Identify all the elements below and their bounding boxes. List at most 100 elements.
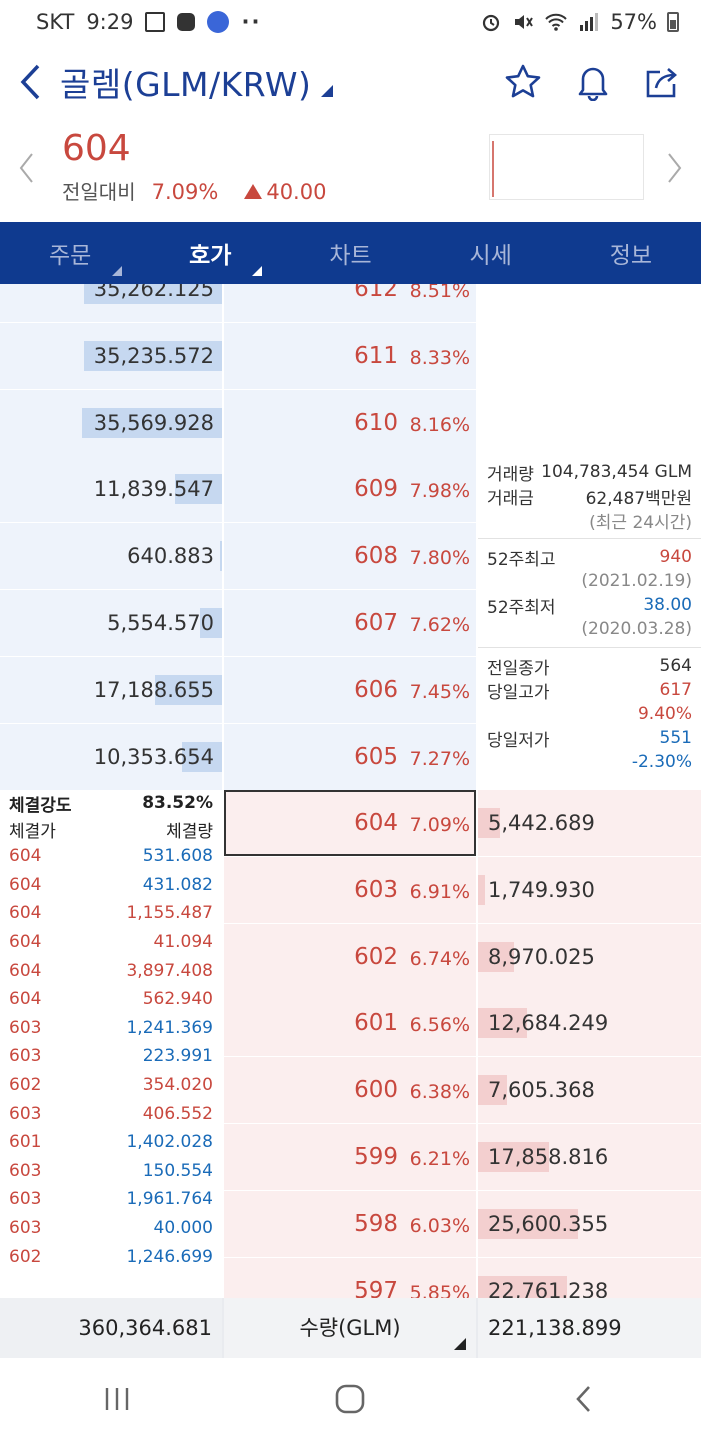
tab-orderbook-label: 호가 [189, 243, 232, 269]
coin-select-caret-icon[interactable] [321, 85, 334, 97]
trade-row: 604 3,897.408 [0, 956, 222, 985]
ask-percent: 7.98% [409, 480, 470, 503]
ask-percent: 8.51% [409, 284, 470, 302]
share-button[interactable] [643, 62, 683, 102]
ask-price-cell[interactable]: 608 7.80% [224, 523, 476, 590]
trade-price: 604 [9, 960, 42, 981]
ask-price-cell[interactable]: 611 8.33% [224, 322, 476, 389]
tab-info[interactable]: 정보 [561, 222, 701, 284]
day-high-percent: 9.40% [637, 704, 692, 724]
bid-row[interactable]: 600 6.38% 7,605.368 [0, 1057, 701, 1124]
bid-price: 602 [354, 943, 398, 970]
ask-row[interactable]: 5,554.570 607 7.62% [0, 590, 701, 656]
wifi-icon [545, 13, 568, 31]
bid-percent: 7.09% [409, 814, 470, 836]
trade-row: 603 150.554 [0, 1157, 222, 1186]
battery-icon [667, 12, 679, 32]
trade-list[interactable]: 체결강도 83.52% 체결가 체결량 604 531.608 604 431.082 60… [0, 790, 222, 1298]
bid-row[interactable]: 604 7.09% 5,442.689 [0, 790, 701, 856]
ask-qty: 35,235.572 [93, 343, 214, 368]
day-high-label: 당일고가 [487, 682, 550, 703]
trade-qty: 40.000 [153, 1218, 213, 1239]
bid-price: 601 [354, 1010, 398, 1037]
orderbook-footer: 360,364.681 수량(GLM) 221,138.899 [0, 1298, 701, 1358]
bid-price-cell[interactable]: 603 6.91% [224, 856, 476, 923]
mini-chart[interactable] [489, 134, 644, 200]
bid-row[interactable]: 598 6.03% 25,600.355 [0, 1190, 701, 1257]
trade-price: 603 [9, 1189, 42, 1210]
ask-row[interactable]: 11,839.547 609 7.98% [0, 456, 701, 523]
ask-price-cell[interactable]: 606 7.45% [224, 656, 476, 723]
trade-qty: 406.552 [142, 1103, 213, 1124]
bid-qty: 1,749.930 [488, 877, 595, 902]
more-notifications-icon: ·· [241, 10, 262, 34]
trade-price: 601 [9, 1132, 42, 1153]
ask-price-cell[interactable]: 607 7.62% [224, 590, 476, 656]
ask-qty-cell: 35,262.125 [0, 284, 222, 322]
amount-value: 62,487백만원 [585, 488, 692, 509]
current-price-cell[interactable]: 604 7.09% [224, 790, 476, 856]
low52-value: 38.00 [643, 595, 692, 615]
ask-price-cell[interactable]: 610 8.16% [224, 389, 476, 456]
ask-row[interactable]: 35,235.572 611 8.33% [0, 322, 701, 389]
coin-title[interactable]: 골렘(GLM/KRW) [60, 65, 312, 104]
tab-market[interactable]: 시세 [421, 222, 561, 284]
trade-row: 601 1,402.028 [0, 1128, 222, 1157]
ask-price-cell[interactable]: 612 8.51% [224, 284, 476, 322]
tab-orderbook[interactable]: 호가 [140, 222, 280, 284]
trade-row: 602 1,246.699 [0, 1242, 222, 1271]
ask-row[interactable]: 640.883 608 7.80% [0, 523, 701, 590]
trade-row: 604 1,155.487 [0, 899, 222, 928]
tab-info-label: 정보 [609, 243, 653, 269]
tab-order[interactable]: 주문 [0, 222, 140, 284]
ask-row[interactable]: 17,188.655 606 7.45% [0, 656, 701, 723]
clock: 9:29 [86, 10, 134, 34]
unit-selector[interactable]: 수량(GLM) [224, 1298, 476, 1358]
alert-button[interactable] [573, 62, 613, 102]
bid-price-cell[interactable]: 597 5.85% [224, 1257, 476, 1298]
trade-row: 604 41.094 [0, 928, 222, 957]
trade-price-header: 체결가 [9, 821, 56, 842]
tab-bar: 주문 호가 차트 시세 정보 [0, 222, 701, 284]
favorite-button[interactable] [503, 62, 543, 102]
home-button[interactable] [320, 1369, 380, 1429]
bid-row[interactable]: 602 6.74% 8,970.025 [0, 923, 701, 990]
back-button[interactable] [0, 44, 60, 120]
info-divider [478, 538, 701, 539]
orderbook[interactable]: 35,262.125 612 8.51% 35,235.572 611 8.33% 35,5… [0, 284, 701, 1298]
ask-price-cell[interactable]: 609 7.98% [224, 456, 476, 523]
low52-date: (2020.03.28) [581, 619, 692, 639]
ask-price: 606 [354, 676, 398, 703]
change-amount: 40.00 [244, 180, 326, 204]
ask-row[interactable]: 10,353.654 605 7.27% [0, 723, 701, 790]
next-coin-button[interactable] [667, 148, 683, 188]
ask-depth-bar [155, 674, 222, 705]
bid-price: 604 [354, 810, 398, 836]
trade-price: 604 [9, 874, 42, 895]
bid-price-cell[interactable]: 599 6.21% [224, 1124, 476, 1190]
bid-row[interactable]: 603 6.91% 1,749.930 [0, 856, 701, 923]
bid-row[interactable]: 601 6.56% 12,684.249 [0, 990, 701, 1057]
tab-chart[interactable]: 차트 [280, 222, 420, 284]
bid-price-cell[interactable]: 598 6.03% [224, 1190, 476, 1257]
ask-price-cell[interactable]: 605 7.27% [224, 723, 476, 790]
bid-price-cell[interactable]: 602 6.74% [224, 923, 476, 990]
system-nav-bar [0, 1358, 701, 1440]
ask-row[interactable]: 35,262.125 612 8.51% [0, 284, 701, 322]
ask-qty-cell: 35,235.572 [0, 322, 222, 389]
bid-qty-cell: 5,442.689 [478, 790, 701, 856]
gallery-icon [145, 12, 166, 32]
bid-price: 599 [354, 1144, 398, 1170]
bid-row[interactable]: 599 6.21% 17,858.816 [0, 1124, 701, 1190]
ask-row[interactable]: 35,569.928 610 8.16% [0, 389, 701, 456]
bid-price-cell[interactable]: 600 6.38% [224, 1057, 476, 1124]
prev-coin-button[interactable] [18, 148, 34, 188]
recent-apps-icon [105, 1388, 129, 1410]
recent-apps-button[interactable] [87, 1369, 147, 1429]
bid-row[interactable]: 597 5.85% 22,761.238 [0, 1257, 701, 1298]
nav-back-button[interactable] [554, 1369, 614, 1429]
trade-row: 604 531.608 [0, 842, 222, 871]
bid-price-cell[interactable]: 601 6.56% [224, 990, 476, 1057]
ask-total: 360,364.681 [0, 1298, 222, 1358]
unit-label: 수량(GLM) [299, 1316, 401, 1340]
